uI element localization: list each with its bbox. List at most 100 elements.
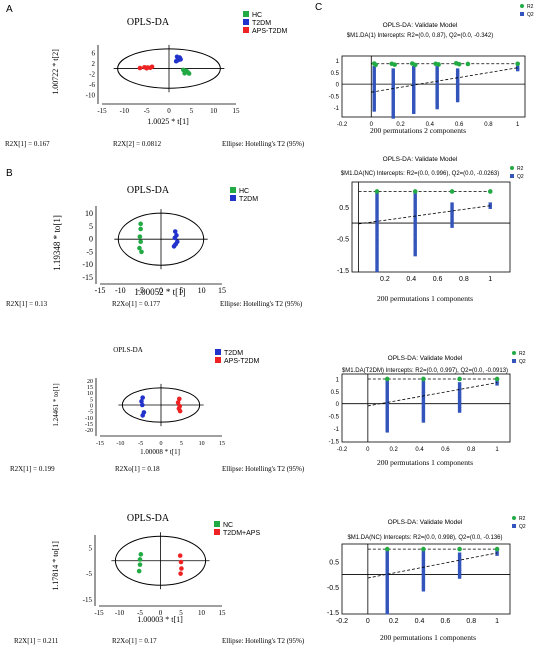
x-tick-label: 0.8 [459,276,469,283]
q2-point [435,80,439,84]
q2-point [385,379,389,384]
q2-point [391,115,395,119]
q2-point [375,243,379,247]
q2-point [372,103,376,107]
validate-chart-c2: OPLS-DA: Validate Model $M1.DA(NC) Interc… [337,156,524,303]
x-tick-label: 0.6 [433,276,443,283]
q2-point [455,70,460,75]
chart-subtitle: $M1.DA(1) Intercepts: R2=(0.0, 0.87), Q2… [347,33,493,39]
q2-point [421,567,426,572]
y-tick-label: -1 [334,427,340,433]
legend-swatch [243,27,249,33]
x-axis-label: 1.00003 * t[1] [137,615,183,624]
q2-point [391,75,395,79]
y-tick-label: 0.5 [331,71,340,77]
q2-point [435,66,439,70]
q2-point [375,233,379,238]
x-tick-label: 0.6 [455,122,464,128]
y-tick-label: -10 [82,260,93,269]
chart-title: OPLS-DA: Validate Model [383,156,458,163]
q2-point [372,68,376,72]
q2-point [385,384,389,389]
legend-label: NC [223,522,233,529]
x-tick-label: 0.2 [389,618,399,625]
q2-point [385,394,389,398]
panel-label-c: C [315,2,322,13]
q2-point [421,570,426,574]
q2-point [413,230,417,235]
q2-point [385,611,389,615]
x-tick-label: 0 [160,441,163,447]
q2-point [385,577,389,582]
data-point-aps-t2dm [175,400,181,405]
q2-point [375,221,379,225]
q2-point [455,77,460,82]
q2-point [372,66,376,70]
r2-point [374,189,380,194]
q2-point [385,409,389,413]
q2-point [375,192,379,197]
data-point-nc [138,552,144,557]
q2-point [391,80,395,84]
data-point-t2dm [139,402,145,408]
r2-point [436,62,441,67]
q2-point [421,580,426,584]
y-tick-label: 10 [85,209,93,218]
footer-stat: R2Xo[1] = 0.17 [112,637,157,645]
q2-point [455,89,460,93]
q2-point [375,211,379,216]
plot-frame [341,543,511,615]
x-tick-label: 15 [219,441,225,447]
q2-point [372,75,376,79]
q2-point [495,382,499,386]
q2-point [391,105,395,110]
r2-point [412,189,418,194]
x-axis-label: 1.00008 * t[1] [140,448,180,456]
q2-point [421,577,426,582]
q2-point [455,75,460,79]
q2-point [515,65,520,69]
legend-label: APS-T2DM [224,358,260,365]
x-tick-label: -5 [137,609,143,617]
legend-swatch [214,529,220,535]
r2-point [449,189,455,194]
r2-point [421,546,426,552]
x-tick-label: -10 [120,107,130,115]
q2-point [385,605,389,610]
q2-point [391,84,395,89]
legend-swatch [512,351,516,355]
q2-point [450,205,454,209]
data-point-t2dm [139,399,144,404]
y-tick-label: 0.5 [331,390,340,396]
q2-point [450,218,454,222]
opls-chart-b2: OPLS-DA-15 -10 -5 0 5 10 1520151050-5-10-15-20… [10,346,305,473]
q2-point [375,205,379,209]
q2-point [412,96,416,100]
y-tick-label: -1.5 [337,268,349,275]
q2-point [391,94,395,98]
x-tick-label: -15 [94,609,104,617]
q2-point [385,603,389,607]
legend-swatch [215,349,221,355]
q2-point [435,70,439,75]
q2-point [413,202,417,206]
q2-point [421,572,426,577]
q2-regression-line [358,205,491,225]
plot-frame [351,181,511,273]
legend-label: Q2 [527,12,534,18]
q2-point [372,87,376,91]
x-tick-label: 0 [159,609,163,617]
q2-point [413,205,417,209]
legend-label: Q2 [519,359,526,365]
q2-point [421,555,426,559]
x-tick-label: 0.4 [415,447,424,453]
y-tick-label: 20 [87,379,93,385]
legend-label: HC [239,188,249,195]
q2-point [372,73,376,77]
q2-point [515,67,520,72]
y-tick-label: 5 [89,544,93,552]
x-tick-label: 0.4 [406,276,416,283]
x-tick-label: 0.4 [426,122,435,128]
x-tick-label: 5 [179,286,183,295]
q2-point [372,101,376,105]
